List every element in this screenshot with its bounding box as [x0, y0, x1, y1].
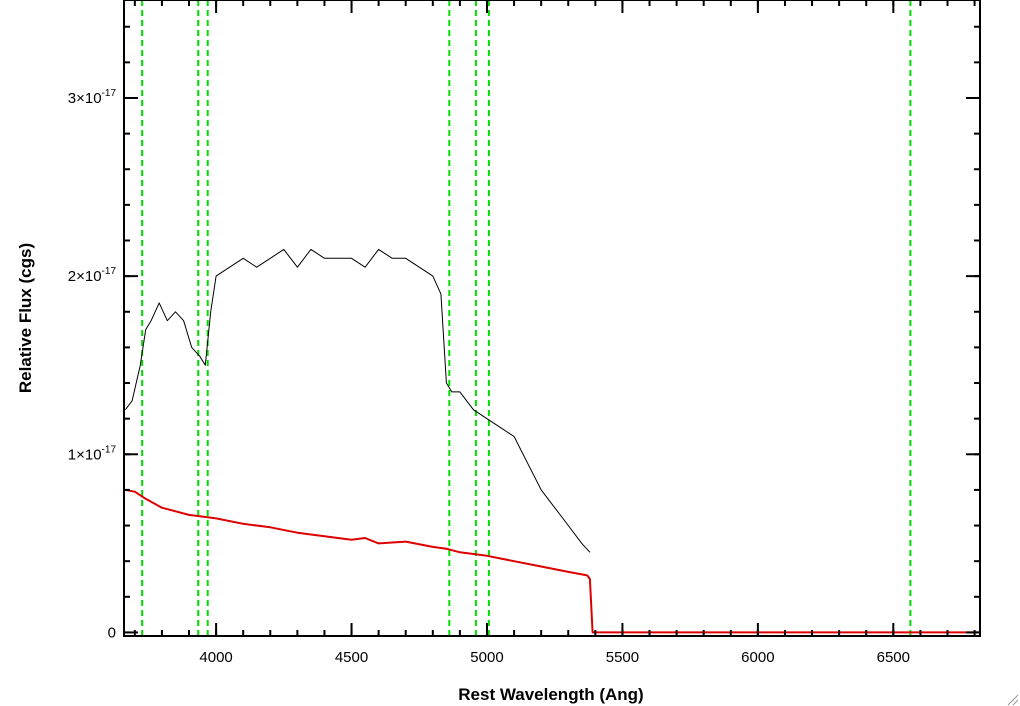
y-tick-label-1: 1×10-17 — [68, 444, 117, 463]
y-tick-label-3: 3×10-17 — [68, 88, 117, 107]
resize-grip-icon[interactable] — [1007, 694, 1019, 706]
series-line-0 — [125, 248, 591, 553]
x-tick-label-2: 5000 — [470, 649, 503, 666]
reference-lines — [141, 0, 912, 636]
tick-labels: 4000 4500 5000 5500 6000 6500 0 1×10-17 2×10-17 3… — [68, 88, 910, 666]
series-line-1 — [125, 488, 980, 634]
y-tick-label-2: 2×10-17 — [68, 266, 117, 285]
x-tick-label-4: 6000 — [741, 649, 774, 666]
x-axis-label: Rest Wavelength (Ang) — [458, 685, 643, 704]
y-tick-label-0: 0 — [108, 624, 116, 641]
axis-ticks — [124, 0, 980, 636]
x-tick-label-1: 4500 — [335, 649, 368, 666]
x-tick-label-3: 5500 — [606, 649, 639, 666]
y-axis-label: Relative Flux (cgs) — [16, 243, 35, 393]
plot-frame — [123, 0, 981, 637]
x-tick-label-0: 4000 — [199, 649, 232, 666]
x-tick-label-5: 6500 — [877, 649, 910, 666]
series-layer — [125, 248, 980, 634]
